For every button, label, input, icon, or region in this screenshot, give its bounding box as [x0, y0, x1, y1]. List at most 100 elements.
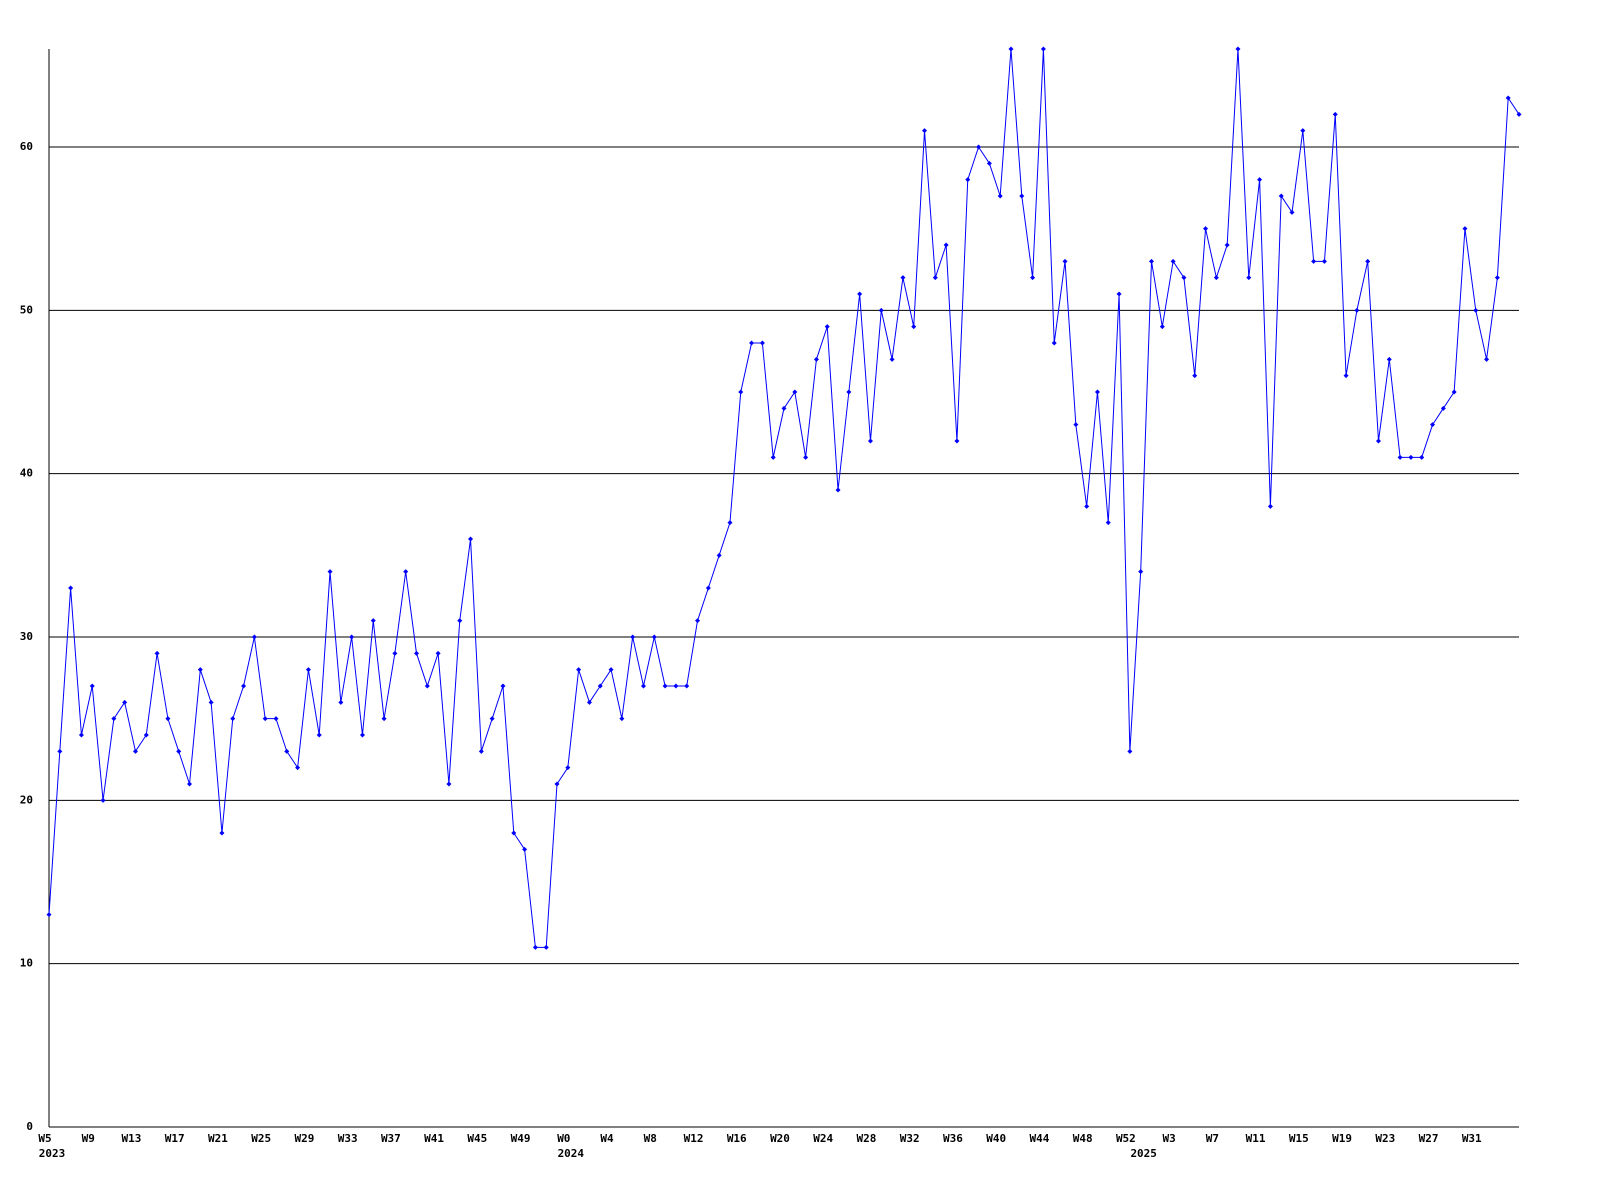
data-point	[1408, 454, 1414, 460]
data-point	[1213, 275, 1219, 281]
data-point	[392, 650, 398, 656]
data-point	[154, 650, 160, 656]
year-label: 2024	[558, 1147, 585, 1160]
data-point	[132, 748, 138, 754]
x-tick-label: W52	[1116, 1132, 1136, 1145]
year-label: 2023	[39, 1147, 66, 1160]
x-tick-label: W44	[1029, 1132, 1049, 1145]
data-point	[1505, 95, 1511, 101]
data-point	[1343, 373, 1349, 379]
data-point	[1494, 275, 1500, 281]
data-point	[1127, 748, 1133, 754]
data-point	[230, 716, 236, 722]
x-tick-label: W0	[557, 1132, 570, 1145]
data-point	[1397, 454, 1403, 460]
data-point	[1332, 111, 1338, 117]
data-point	[241, 683, 247, 689]
data-point	[640, 683, 646, 689]
data-point	[1040, 46, 1046, 52]
data-point	[943, 242, 949, 248]
data-point	[651, 634, 657, 640]
x-tick-label: W16	[727, 1132, 747, 1145]
data-point	[1430, 422, 1436, 428]
x-tick-label: W49	[511, 1132, 531, 1145]
data-point	[1062, 258, 1068, 264]
data-point	[468, 536, 474, 542]
data-point	[965, 177, 971, 183]
data-point	[1289, 209, 1295, 215]
x-tick-label: W9	[82, 1132, 95, 1145]
data-point	[749, 340, 755, 346]
data-point	[543, 944, 549, 950]
data-point	[1473, 307, 1479, 313]
x-tick-label: W7	[1206, 1132, 1219, 1145]
data-point	[565, 765, 571, 771]
x-tick-label: W27	[1419, 1132, 1439, 1145]
data-point	[1354, 307, 1360, 313]
y-tick-label: 50	[20, 303, 33, 316]
data-point	[781, 405, 787, 411]
data-point	[1105, 520, 1111, 526]
x-tick-label: W45	[467, 1132, 487, 1145]
data-point	[727, 520, 733, 526]
x-tick-label: W36	[943, 1132, 963, 1145]
x-tick-label: W24	[813, 1132, 833, 1145]
data-point	[608, 667, 614, 673]
year-label: 2025	[1130, 1147, 1157, 1160]
data-point	[662, 683, 668, 689]
data-point	[165, 716, 171, 722]
data-point	[1073, 422, 1079, 428]
data-point	[68, 585, 74, 591]
data-point	[705, 585, 711, 591]
x-tick-label: W4	[600, 1132, 614, 1145]
data-point	[1051, 340, 1057, 346]
data-point	[922, 128, 928, 134]
data-point	[1365, 258, 1371, 264]
data-point	[349, 634, 355, 640]
data-point	[414, 650, 419, 656]
data-point	[89, 683, 95, 689]
data-point	[1019, 193, 1025, 199]
x-tick-label: W13	[122, 1132, 142, 1145]
data-point	[1030, 275, 1036, 281]
data-point	[187, 781, 193, 787]
x-tick-label: W23	[1375, 1132, 1395, 1145]
data-point	[284, 748, 290, 754]
data-point	[1138, 569, 1144, 575]
data-point	[835, 487, 841, 493]
data-point	[176, 748, 182, 754]
data-point	[673, 683, 679, 689]
x-tick-label: W17	[165, 1132, 185, 1145]
data-point	[46, 912, 52, 918]
data-point	[576, 667, 582, 673]
data-point	[986, 160, 992, 166]
data-point	[1451, 389, 1457, 395]
data-point	[597, 683, 603, 689]
data-point	[824, 324, 830, 330]
y-tick-label: 30	[20, 630, 33, 643]
x-tick-label: W11	[1246, 1132, 1266, 1145]
data-point	[759, 340, 765, 346]
data-point	[738, 389, 744, 395]
data-point	[813, 356, 819, 362]
x-tick-label: W31	[1462, 1132, 1482, 1145]
x-tick-label: W29	[294, 1132, 314, 1145]
x-tick-label: W33	[338, 1132, 358, 1145]
data-point	[1375, 438, 1381, 444]
data-point	[770, 454, 776, 460]
data-point	[1300, 128, 1306, 134]
data-point	[359, 732, 365, 738]
data-point	[262, 716, 268, 722]
x-tick-label: W5	[38, 1132, 51, 1145]
data-point	[1257, 177, 1263, 183]
data-point	[403, 569, 409, 575]
data-point	[457, 618, 463, 624]
x-tick-label: W15	[1289, 1132, 1309, 1145]
data-point	[695, 618, 701, 624]
data-point	[889, 356, 895, 362]
data-point	[1246, 275, 1252, 281]
y-tick-label: 60	[20, 140, 33, 153]
data-point	[381, 716, 387, 722]
x-tick-label: W41	[424, 1132, 444, 1145]
